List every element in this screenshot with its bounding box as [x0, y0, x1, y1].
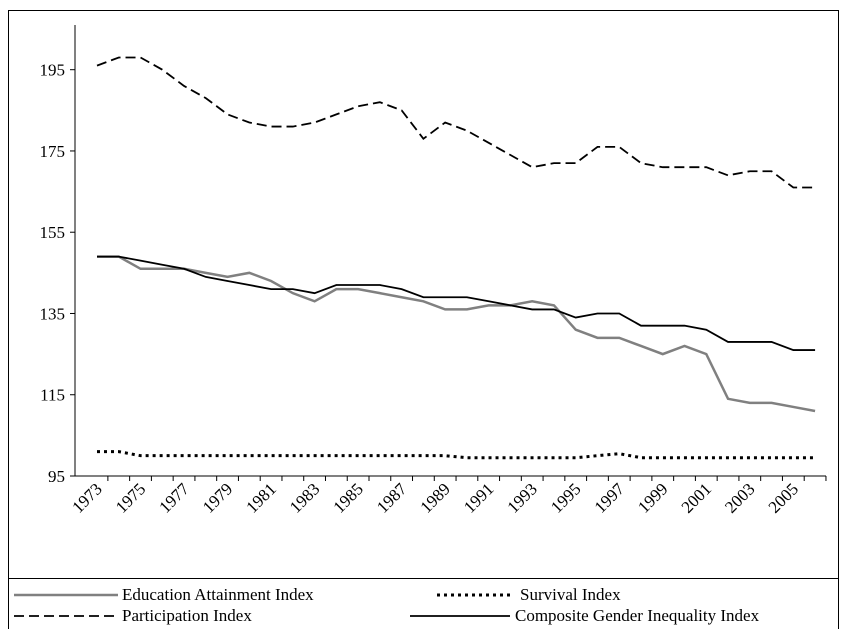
legend-label: Education Attainment Index	[122, 585, 314, 604]
x-tick-label: 1981	[242, 479, 279, 516]
series-line	[97, 255, 816, 351]
x-tick-label: 1977	[155, 479, 193, 517]
series-line	[97, 450, 816, 460]
x-tick-label: 1987	[373, 479, 411, 517]
x-tick-label: 1983	[286, 479, 323, 516]
x-tick-label: 1993	[504, 479, 541, 516]
legend-label: Participation Index	[122, 606, 252, 625]
legend-label: Survival Index	[520, 585, 621, 604]
x-tick-label: 1975	[112, 479, 149, 516]
x-tick-label: 2003	[721, 479, 758, 516]
y-tick-label: 155	[40, 223, 66, 242]
y-tick-label: 175	[40, 142, 66, 161]
series-line	[96, 56, 816, 189]
x-tick-label: 1979	[199, 479, 236, 516]
x-tick-label: 2005	[765, 479, 802, 516]
y-tick-label: 195	[40, 61, 66, 80]
x-tick-label: 1999	[634, 479, 671, 516]
x-tick-label: 1985	[329, 479, 366, 516]
x-tick-label: 1989	[417, 479, 454, 516]
x-tick-label: 1973	[68, 479, 105, 516]
legend-label: Composite Gender Inequality Index	[515, 606, 760, 625]
x-tick-label: 1995	[547, 479, 584, 516]
x-tick-label: 1991	[460, 479, 497, 516]
y-tick-label: 95	[48, 467, 65, 486]
chart-frame	[8, 10, 839, 629]
x-tick-label: 2001	[678, 479, 715, 516]
x-tick-label: 1997	[591, 479, 629, 517]
series-line	[97, 255, 816, 413]
y-tick-label: 135	[40, 304, 66, 323]
y-tick-label: 115	[40, 386, 65, 405]
